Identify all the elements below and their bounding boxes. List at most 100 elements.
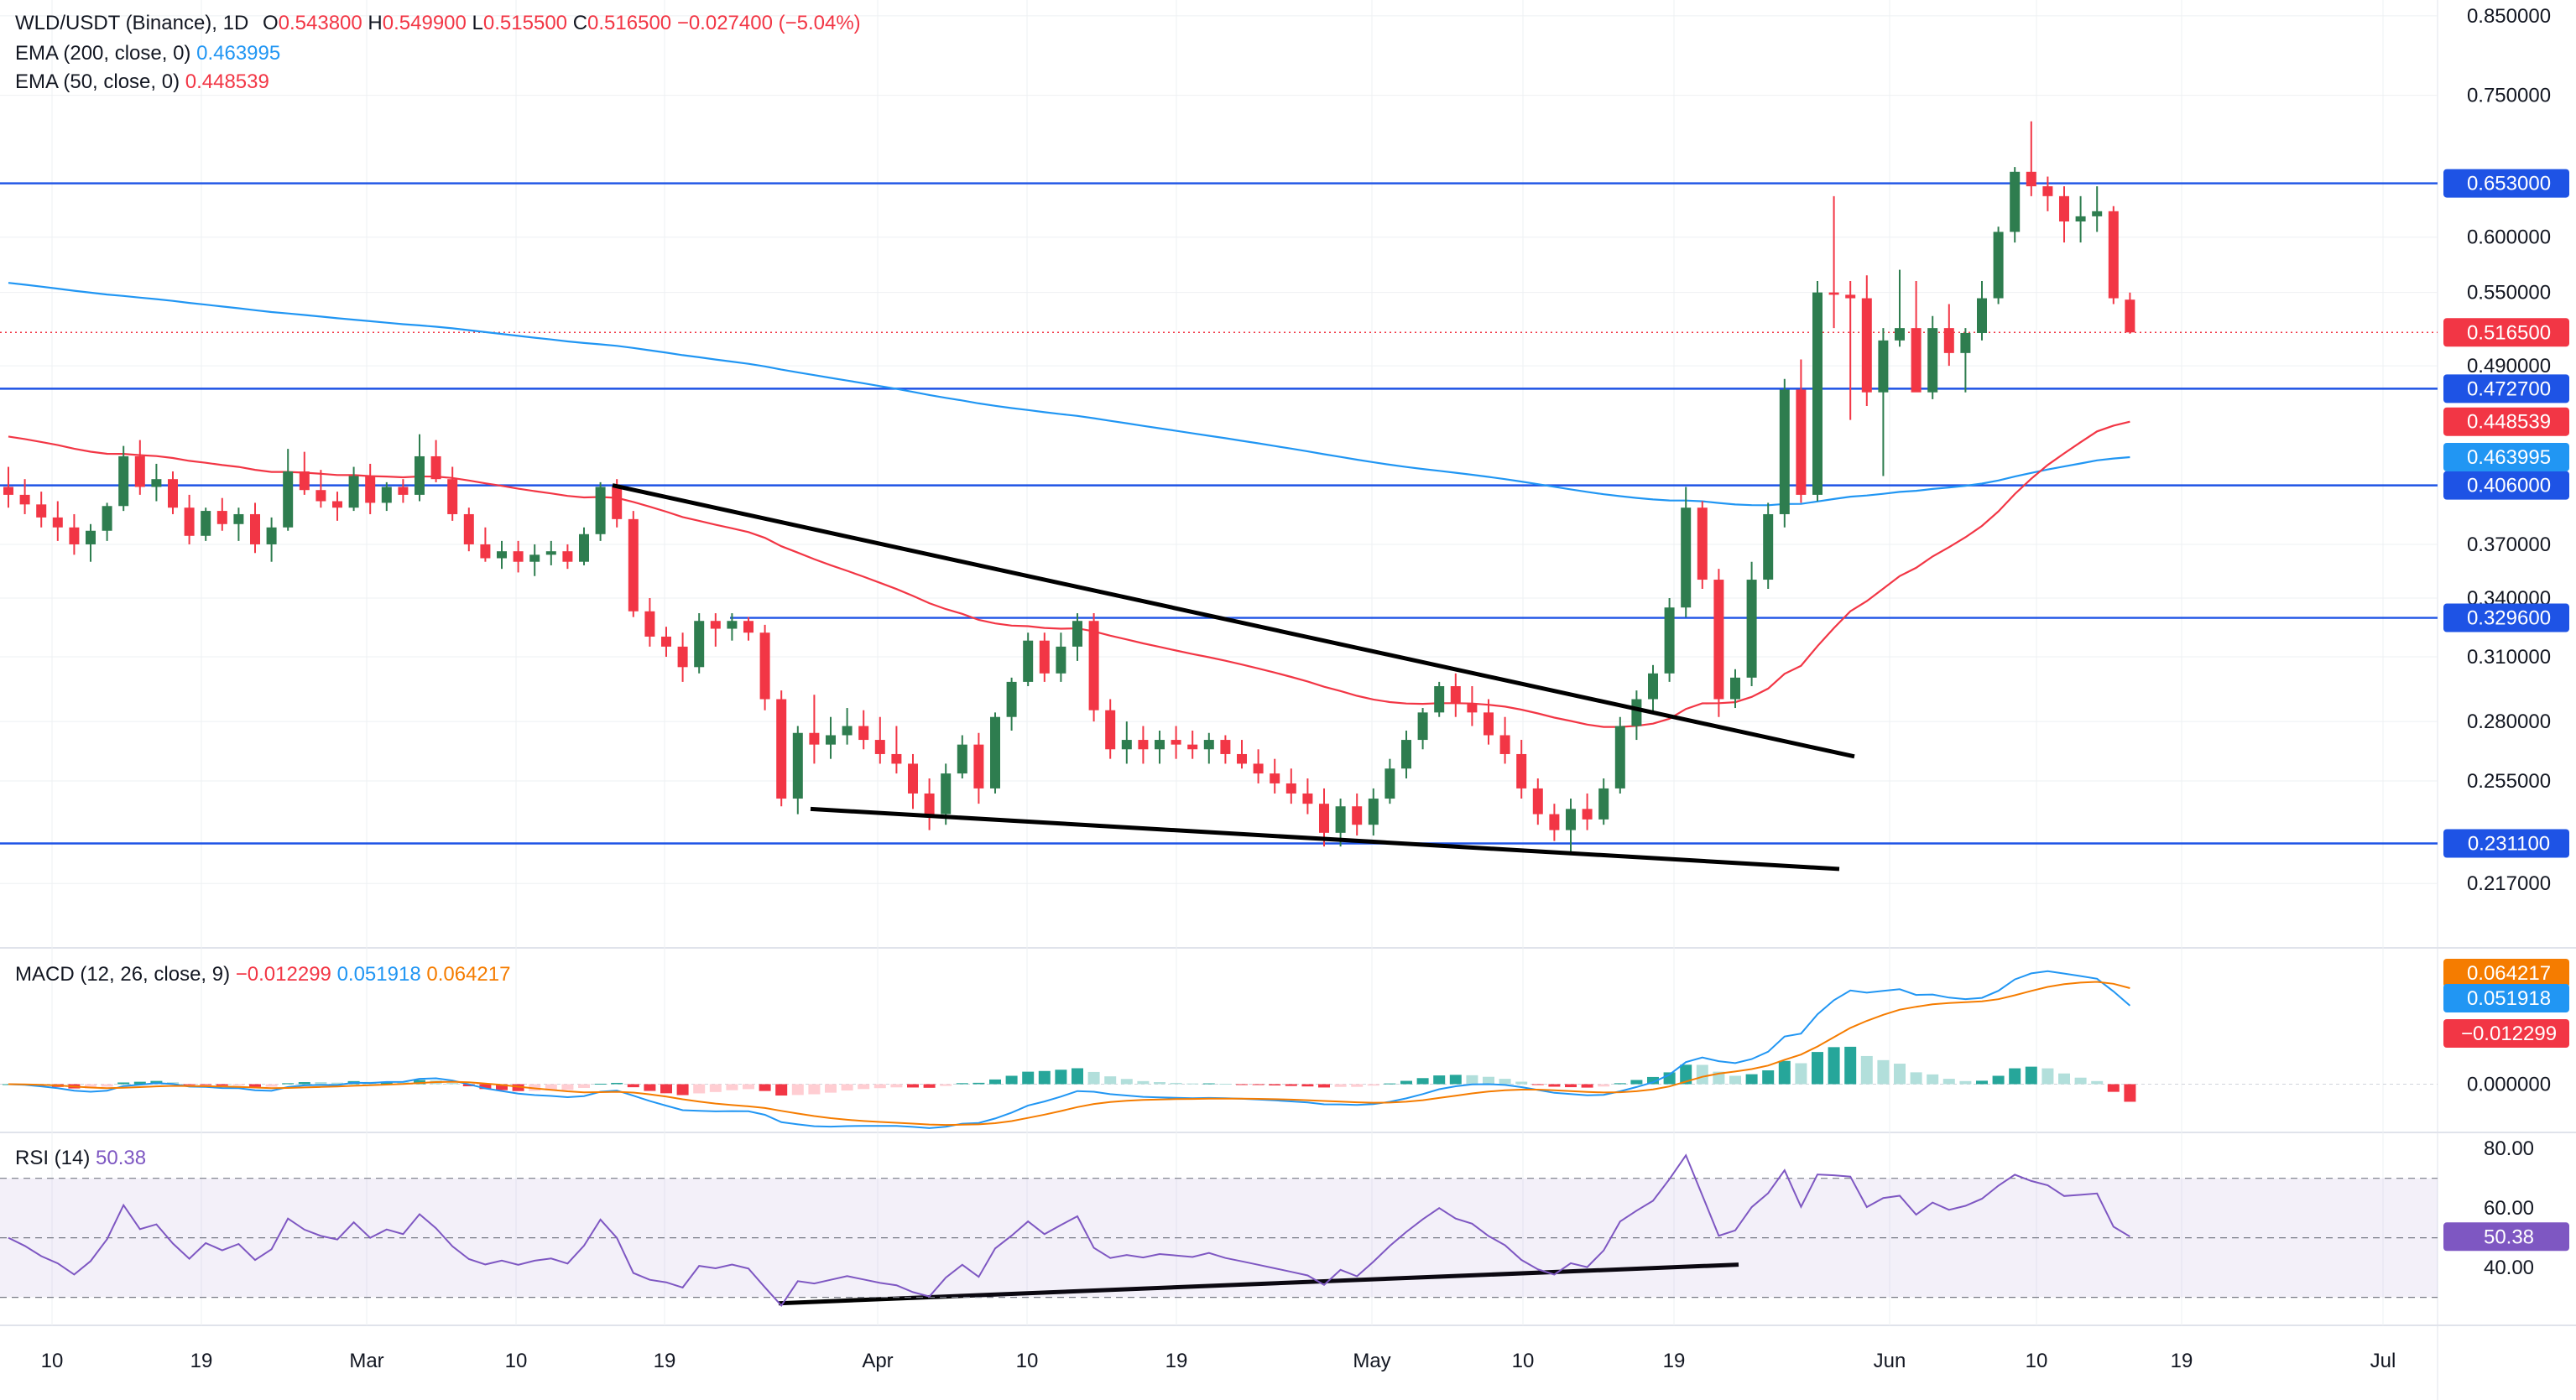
macd-histogram-bar bbox=[1351, 1084, 1364, 1087]
candle-body bbox=[924, 793, 935, 814]
macd-histogram-bar bbox=[2025, 1066, 2037, 1085]
macd-histogram-bar bbox=[858, 1084, 870, 1090]
candle-body bbox=[891, 753, 902, 764]
candle-body bbox=[118, 455, 129, 507]
candle-body bbox=[941, 773, 952, 814]
macd-histogram-bar bbox=[397, 1081, 409, 1085]
change-value: −0.027400 (−5.04%) bbox=[676, 12, 861, 34]
candle-body bbox=[1532, 788, 1543, 814]
candle-body bbox=[1499, 735, 1510, 754]
candle-body bbox=[348, 476, 359, 508]
macd-value-tag-tag bbox=[2443, 959, 2569, 987]
candle-body bbox=[1220, 740, 1231, 754]
macd-histogram-bar bbox=[2058, 1073, 2070, 1085]
macd-histogram-bar bbox=[808, 1084, 821, 1095]
candle-body bbox=[1237, 753, 1247, 764]
macd-hist-value: 0.064217 bbox=[426, 963, 511, 986]
rsi-line bbox=[8, 1153, 2130, 1308]
time-axis: 10 19 Mar 10 19 Apr 10 19 May 10 19 Jun 10 19 Jul bbox=[41, 1350, 2396, 1372]
ema50-path bbox=[8, 420, 2130, 728]
open-value: 0.543800 bbox=[278, 12, 362, 34]
candle-body bbox=[1960, 332, 1971, 353]
macd-histogram-bar bbox=[611, 1082, 623, 1085]
candle-body bbox=[134, 455, 145, 487]
macd-histogram-bar bbox=[907, 1084, 919, 1088]
price-tick-label: 0.750000 bbox=[2467, 85, 2551, 107]
candle-body bbox=[1056, 646, 1066, 674]
candle-body bbox=[497, 551, 507, 559]
macd-histogram-bar bbox=[1894, 1064, 1906, 1085]
macd-histogram-bar bbox=[1942, 1079, 1955, 1085]
candle-body bbox=[826, 735, 836, 745]
macd-histogram-bar bbox=[117, 1082, 130, 1085]
close-label: C bbox=[572, 12, 588, 34]
candle-body bbox=[973, 744, 984, 788]
level-price-label-tag bbox=[2443, 829, 2569, 858]
ema50-price-label: 0.448539 bbox=[2467, 411, 2551, 434]
candle-body bbox=[1368, 799, 1379, 825]
time-tick-label: 19 bbox=[2171, 1350, 2193, 1372]
macd-histogram-bar bbox=[841, 1084, 853, 1091]
macd-histogram-bar bbox=[216, 1084, 228, 1086]
time-tick-label: 10 bbox=[1016, 1350, 1039, 1372]
macd-histogram-bar bbox=[660, 1084, 672, 1094]
macd-histogram-bar bbox=[1910, 1072, 1922, 1085]
macd-histogram-bar bbox=[1499, 1079, 1511, 1085]
candle-body bbox=[2075, 216, 2086, 222]
macd-histogram-bar bbox=[923, 1084, 936, 1088]
time-tick-label: 10 bbox=[505, 1350, 528, 1372]
candle-body bbox=[2125, 299, 2135, 333]
macd-tick-label: 0.000000 bbox=[2467, 1074, 2551, 1096]
ema200-legend[interactable]: EMA (200, close, 0) 0.463995 bbox=[15, 42, 280, 65]
price-tick-label: 0.850000 bbox=[2467, 5, 2551, 28]
rsi-tick-label: 40.00 bbox=[2484, 1257, 2534, 1279]
candle-body bbox=[1993, 232, 2004, 299]
macd-histogram-bar bbox=[315, 1082, 327, 1085]
candle-body bbox=[1878, 340, 1889, 393]
candle-body bbox=[1187, 744, 1198, 750]
price-tick-label: 0.370000 bbox=[2467, 533, 2551, 556]
ema50-legend[interactable]: EMA (50, close, 0) 0.448539 bbox=[15, 70, 269, 94]
macd-histogram-bar bbox=[512, 1084, 524, 1091]
macd-histogram-bar bbox=[1976, 1080, 1988, 1085]
candle-body bbox=[1927, 328, 1938, 393]
macd-histogram-bar bbox=[1466, 1075, 1478, 1085]
candle-body bbox=[1352, 806, 1363, 825]
candle-body bbox=[1943, 328, 1954, 353]
macd-histogram-bar bbox=[1055, 1070, 1067, 1085]
candle-body bbox=[381, 487, 392, 503]
candle-body bbox=[1285, 783, 1296, 794]
macd-histogram-bar bbox=[775, 1084, 788, 1096]
candle-body bbox=[759, 632, 770, 700]
candle-body bbox=[595, 487, 606, 534]
symbol-legend[interactable]: WLD/USDT (Binance), 1D O0.543800 H0.5499… bbox=[15, 12, 861, 35]
candle-body bbox=[1763, 513, 1774, 580]
candle-body bbox=[1039, 640, 1050, 674]
candle-body bbox=[1417, 712, 1428, 741]
candle-body bbox=[1911, 328, 1922, 393]
macd-histogram-bar bbox=[1515, 1081, 1528, 1085]
macd-histogram-bar bbox=[594, 1083, 607, 1085]
time-tick-label: 10 bbox=[1512, 1350, 1535, 1372]
candle-body bbox=[52, 517, 63, 528]
macd-histogram-bar bbox=[825, 1084, 837, 1093]
level-price-label: 0.653000 bbox=[2467, 173, 2551, 195]
trendlines bbox=[612, 483, 1855, 1306]
candle-body bbox=[1467, 703, 1478, 713]
candle-body bbox=[661, 636, 671, 647]
candle-body bbox=[1861, 298, 1872, 393]
rsi-value: 50.38 bbox=[96, 1147, 147, 1169]
macd-histogram-bar bbox=[1219, 1084, 1232, 1085]
candle-body bbox=[168, 479, 178, 508]
ema50-line bbox=[8, 420, 2130, 728]
macd-histogram-bar bbox=[1072, 1068, 1083, 1085]
macd-histogram-bar bbox=[1844, 1046, 1857, 1085]
candle-body bbox=[233, 513, 244, 524]
macd-histogram-bar bbox=[940, 1084, 952, 1086]
rsi-legend[interactable]: RSI (14) 50.38 bbox=[15, 1147, 146, 1170]
level-price-label: 0.231100 bbox=[2468, 833, 2550, 856]
candle-body bbox=[1155, 740, 1165, 750]
macd-legend[interactable]: MACD (12, 26, close, 9) −0.012299 0.0519… bbox=[15, 963, 510, 986]
macd-histogram-bar bbox=[1795, 1063, 1807, 1085]
